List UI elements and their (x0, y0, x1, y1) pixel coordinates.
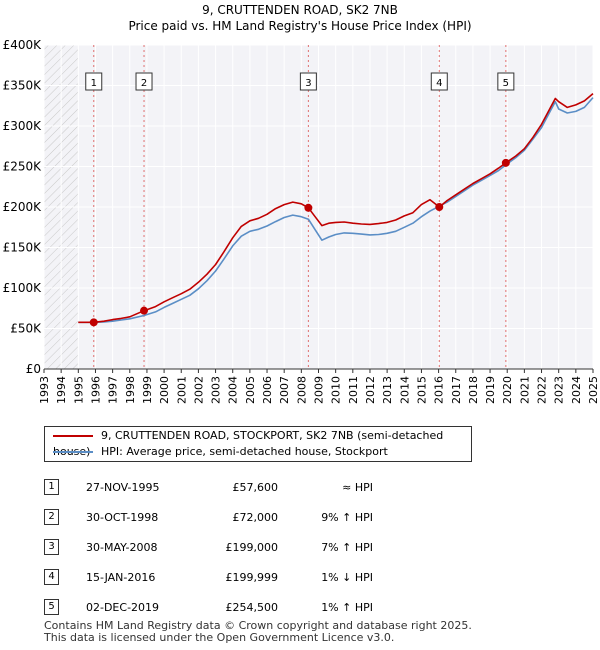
y-tick-label: £0 (26, 362, 41, 376)
table-row: 2 30-OCT-1998 £72,000 9% ↑ HPI (44, 502, 373, 532)
x-tick-label: 1994 (55, 376, 68, 404)
sale-price: £199,999 (225, 570, 279, 584)
x-tick-label: 2022 (536, 376, 549, 404)
x-tick-label: 2001 (175, 376, 188, 404)
y-tick-label: £100K (3, 281, 43, 295)
table-row: 4 15-JAN-2016 £199,999 1% ↓ HPI (44, 562, 373, 592)
x-tick-label: 2020 (501, 376, 514, 404)
x-tick-label: 2012 (364, 376, 377, 404)
hpi-line (78, 97, 594, 324)
sale-date: 30-OCT-1998 (86, 510, 159, 524)
x-tick-label: 1999 (141, 376, 154, 404)
y-tick-label: £50K (10, 322, 42, 336)
x-tick-label: 1995 (72, 376, 85, 404)
footer-copyright: Contains HM Land Registry data © Crown c… (44, 619, 472, 632)
x-tick-label: 2014 (398, 376, 411, 404)
sale-number-badge: 5 (44, 599, 59, 615)
y-tick-label: £250K (3, 160, 43, 174)
sale-hpi-comparison: 1% ↑ HPI (321, 600, 373, 614)
x-tick-label: 2017 (450, 376, 463, 404)
legend-label-hpi: HPI: Average price, semi-detached house,… (101, 445, 388, 458)
sale-date: 02-DEC-2019 (86, 600, 160, 614)
property-price-line (78, 92, 594, 324)
x-tick-label: 2024 (570, 376, 583, 404)
x-tick-label: 2010 (330, 376, 343, 404)
legend-item-hpi: HPI: Average price, semi-detached house,… (53, 444, 388, 460)
sale-hpi-comparison: 9% ↑ HPI (321, 510, 373, 524)
sale-price: £254,500 (225, 600, 279, 614)
table-row: 1 27-NOV-1995 £57,600 ≈ HPI (44, 472, 373, 502)
x-tick-label: 2023 (553, 376, 566, 404)
x-tick-label: 2002 (192, 376, 205, 404)
table-row: 3 30-MAY-2008 £199,000 7% ↑ HPI (44, 532, 373, 562)
x-tick-label: 2008 (295, 376, 308, 404)
footer-license: This data is licensed under the Open Gov… (44, 631, 395, 644)
x-tick-label: 2000 (158, 376, 171, 404)
sale-point-marker (89, 318, 98, 327)
sale-number-badge: 2 (44, 509, 59, 525)
sale-number-label: 5 (503, 78, 509, 89)
x-tick-label: 2025 (587, 376, 600, 404)
sale-number-badge: 4 (44, 569, 59, 585)
x-tick-label: 2011 (347, 376, 360, 404)
legend-item-property: 9, CRUTTENDEN ROAD, STOCKPORT, SK2 7NB (… (53, 428, 471, 458)
price-chart: 9, CRUTTENDEN ROAD, SK2 7NB Price paid v… (3, 3, 600, 404)
footer-notice: Contains HM Land Registry data © Crown c… (44, 620, 472, 644)
x-tick-label: 1998 (124, 376, 137, 404)
x-tick-label: 2004 (227, 376, 240, 404)
sale-date: 15-JAN-2016 (86, 570, 156, 584)
x-tick-label: 2019 (484, 376, 497, 404)
sale-number-label: 3 (305, 78, 311, 89)
sale-date: 30-MAY-2008 (86, 540, 158, 554)
y-tick-label: £150K (3, 241, 43, 255)
sales-table: 1 27-NOV-1995 £57,600 ≈ HPI 2 30-OCT-199… (44, 472, 373, 622)
sale-hpi-comparison: 7% ↑ HPI (321, 540, 373, 554)
x-tick-label: 2006 (261, 376, 274, 404)
table-row: 5 02-DEC-2019 £254,500 1% ↑ HPI (44, 592, 373, 622)
sale-price: £72,000 (232, 510, 279, 524)
y-tick-label: £200K (3, 200, 43, 214)
sale-point-marker (501, 158, 510, 167)
x-tick-label: 2021 (518, 376, 531, 404)
sale-hpi-comparison: 1% ↓ HPI (321, 570, 373, 584)
sale-number-box (497, 72, 515, 91)
chart-title: 9, CRUTTENDEN ROAD, SK2 7NB (202, 3, 398, 17)
x-tick-label: 2009 (313, 376, 326, 404)
y-tick-label: £400K (3, 38, 43, 52)
sale-point-marker (140, 306, 149, 315)
x-tick-label: 2007 (278, 376, 291, 404)
y-tick-label: £350K (3, 79, 43, 93)
x-tick-label: 1993 (38, 376, 51, 404)
legend-swatch-property (53, 435, 93, 437)
sale-number-box (430, 72, 448, 91)
x-tick-label: 2013 (381, 376, 394, 404)
chart-subtitle: Price paid vs. HM Land Registry's House … (128, 19, 471, 33)
sale-number-box (85, 72, 103, 91)
chart-legend: 9, CRUTTENDEN ROAD, STOCKPORT, SK2 7NB (… (44, 426, 472, 462)
x-tick-label: 2003 (210, 376, 223, 404)
sale-number-label: 1 (91, 78, 97, 89)
x-tick-label: 1997 (107, 376, 120, 404)
legend-swatch-hpi (53, 451, 93, 453)
x-tick-label: 2016 (433, 376, 446, 404)
y-tick-label: £300K (3, 119, 43, 133)
sale-date: 27-NOV-1995 (86, 480, 160, 494)
x-tick-label: 2015 (415, 376, 428, 404)
sale-hpi-comparison: ≈ HPI (342, 480, 373, 494)
sale-number-badge: 3 (44, 539, 59, 555)
sale-number-box (299, 72, 317, 91)
sale-number-box (135, 72, 153, 91)
sale-price: £57,600 (232, 480, 279, 494)
x-tick-label: 2018 (467, 376, 480, 404)
sale-number-label: 2 (141, 78, 147, 89)
sale-point-marker (304, 203, 313, 212)
x-tick-label: 2005 (244, 376, 257, 404)
sale-number-label: 4 (436, 78, 442, 89)
x-tick-label: 1996 (89, 376, 102, 404)
sale-number-badge: 1 (44, 479, 59, 495)
sale-price: £199,000 (225, 540, 279, 554)
sale-point-marker (435, 203, 444, 212)
